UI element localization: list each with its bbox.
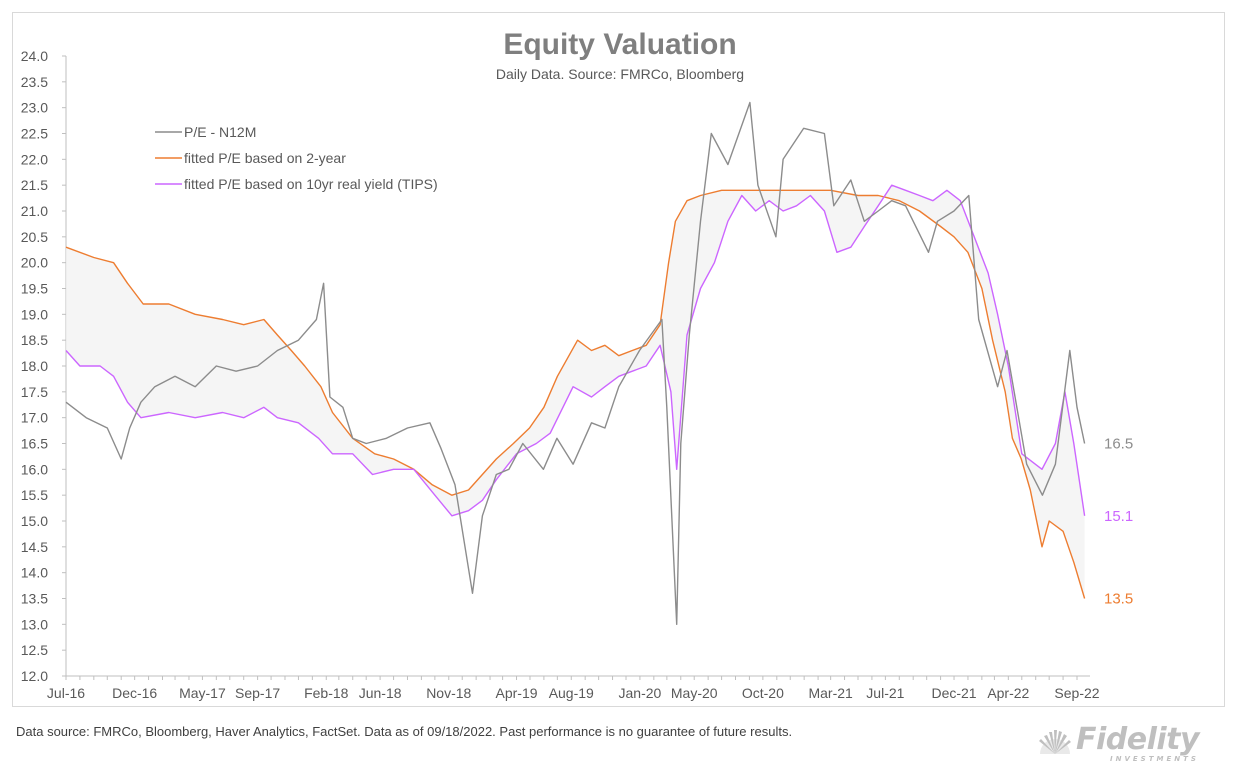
- spread-band: [66, 186, 1085, 599]
- fidelity-logo-icon: [1039, 730, 1071, 754]
- x-tick-label: Sep-17: [235, 685, 280, 701]
- chart-subtitle: Daily Data. Source: FMRCo, Bloomberg: [496, 66, 744, 82]
- y-tick-label: 15.0: [21, 513, 48, 529]
- legend-label: P/E - N12M: [184, 124, 256, 140]
- y-tick-label: 19.5: [21, 281, 48, 297]
- y-tick-label: 16.0: [21, 461, 48, 477]
- fidelity-logo: Fidelity INVESTMENTS: [1036, 718, 1226, 766]
- y-tick-label: 13.0: [21, 616, 48, 632]
- series-end-labels: 16.5 13.5 15.1: [1104, 436, 1133, 608]
- y-tick-label: 14.0: [21, 565, 48, 581]
- x-tick-label: Jan-20: [619, 685, 662, 701]
- series-end-label: 16.5: [1104, 436, 1133, 453]
- y-tick-label: 23.0: [21, 100, 48, 116]
- x-tick-label: Mar-21: [808, 685, 853, 701]
- y-tick-label: 13.5: [21, 591, 48, 607]
- series-line: [65, 189, 1086, 599]
- y-tick-label: 12.5: [21, 642, 48, 658]
- x-tick-label: Apr-22: [987, 685, 1029, 701]
- legend-label: fitted P/E based on 2-year: [184, 150, 346, 166]
- y-tick-label: 21.0: [21, 203, 48, 219]
- chart-axes: 12.0 12.5 13.0 13.5 14.0 14.5 15.0 15.5 16.0 16.5…: [21, 48, 1100, 701]
- y-tick-label: 18.5: [21, 332, 48, 348]
- chart-legend: P/E - N12M fitted P/E based on 2-year fitt…: [155, 124, 438, 192]
- x-tick-label: May-20: [671, 685, 718, 701]
- x-tick-label: Sep-22: [1054, 685, 1099, 701]
- x-tick-label: Aug-19: [549, 685, 594, 701]
- y-tick-label: 24.0: [21, 48, 48, 64]
- y-tick-label: 16.5: [21, 436, 48, 452]
- y-tick-label: 22.0: [21, 151, 48, 167]
- footnote: Data source: FMRCo, Bloomberg, Haver Ana…: [16, 724, 793, 739]
- x-tick-label: Apr-19: [496, 685, 538, 701]
- series-line: [65, 101, 1086, 625]
- y-tick-label: 22.5: [21, 126, 48, 142]
- series-end-label: 15.1: [1104, 508, 1133, 525]
- logo-wordmark: Fidelity: [1076, 722, 1200, 757]
- x-tick-label: Dec-16: [112, 685, 157, 701]
- y-tick-label: 18.0: [21, 358, 48, 374]
- series-lines: [65, 101, 1086, 625]
- chart-title: Equity Valuation: [503, 28, 736, 61]
- x-tick-label: Nov-18: [426, 685, 471, 701]
- y-tick-label: 20.0: [21, 255, 48, 271]
- y-tick-label: 17.0: [21, 410, 48, 426]
- y-tick-label: 12.0: [21, 668, 48, 684]
- y-tick-label: 17.5: [21, 384, 48, 400]
- x-tick-label: Dec-21: [931, 685, 976, 701]
- equity-valuation-chart: Equity Valuation Daily Data. Source: FMR…: [21, 28, 1133, 701]
- spread-shading: [66, 186, 1085, 599]
- y-tick-label: 23.5: [21, 74, 48, 90]
- y-tick-label: 15.5: [21, 487, 48, 503]
- y-tick-label: 14.5: [21, 539, 48, 555]
- chart-frame: [12, 12, 1225, 707]
- x-tick-label: Oct-20: [742, 685, 784, 701]
- x-tick-label: Jul-21: [866, 685, 904, 701]
- x-tick-label: Jun-18: [359, 685, 402, 701]
- y-tick-label: 19.0: [21, 306, 48, 322]
- x-tick-label: Feb-18: [304, 685, 349, 701]
- y-tick-label: 21.5: [21, 177, 48, 193]
- logo-tagline: INVESTMENTS: [1110, 755, 1199, 763]
- y-tick-label: 20.5: [21, 229, 48, 245]
- x-tick-label: Jul-16: [47, 685, 85, 701]
- x-tick-label: May-17: [179, 685, 226, 701]
- series-end-label: 13.5: [1104, 591, 1133, 608]
- series-line: [65, 184, 1086, 517]
- legend-label: fitted P/E based on 10yr real yield (TIP…: [184, 176, 438, 192]
